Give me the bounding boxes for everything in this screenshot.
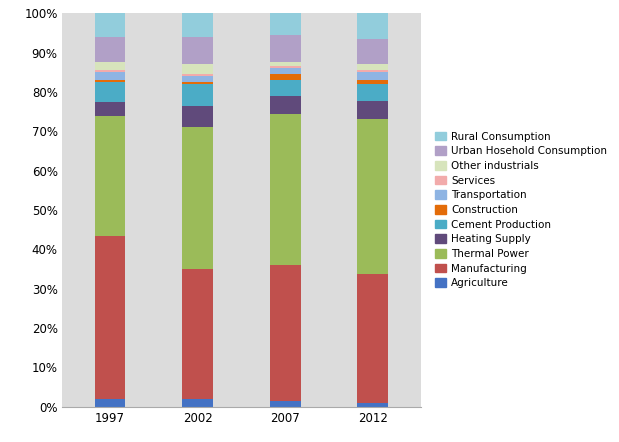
Bar: [270, 80, 300, 96]
Bar: [95, 80, 126, 82]
Bar: [357, 403, 388, 407]
Bar: [183, 127, 213, 269]
Bar: [357, 119, 388, 274]
Bar: [183, 106, 213, 127]
Bar: [183, 399, 213, 407]
Bar: [270, 69, 300, 74]
Bar: [270, 62, 300, 66]
Bar: [183, 76, 213, 82]
Bar: [357, 101, 388, 119]
Bar: [183, 37, 213, 65]
Bar: [270, 114, 300, 265]
Bar: [183, 84, 213, 106]
Bar: [357, 84, 388, 101]
Legend: Rural Consumption, Urban Hosehold Consumption, Other industrials, Services, Tran: Rural Consumption, Urban Hosehold Consum…: [433, 130, 609, 290]
Bar: [270, 35, 300, 62]
Bar: [270, 265, 300, 401]
Bar: [357, 72, 388, 80]
Bar: [95, 62, 126, 70]
Bar: [270, 13, 300, 35]
Bar: [95, 82, 126, 102]
Bar: [270, 96, 300, 114]
Bar: [95, 70, 126, 72]
Bar: [270, 401, 300, 407]
Bar: [357, 80, 388, 84]
Bar: [357, 274, 388, 403]
Bar: [95, 13, 126, 37]
Bar: [357, 39, 388, 64]
Bar: [357, 64, 388, 70]
Bar: [95, 37, 126, 62]
Bar: [183, 13, 213, 37]
Bar: [357, 13, 388, 39]
Bar: [183, 65, 213, 74]
Bar: [183, 74, 213, 76]
Bar: [95, 102, 126, 115]
Bar: [95, 115, 126, 236]
Bar: [95, 399, 126, 407]
Bar: [183, 82, 213, 84]
Bar: [357, 70, 388, 72]
Bar: [95, 236, 126, 399]
Bar: [270, 74, 300, 80]
Bar: [270, 66, 300, 69]
Bar: [95, 72, 126, 80]
Bar: [183, 269, 213, 399]
